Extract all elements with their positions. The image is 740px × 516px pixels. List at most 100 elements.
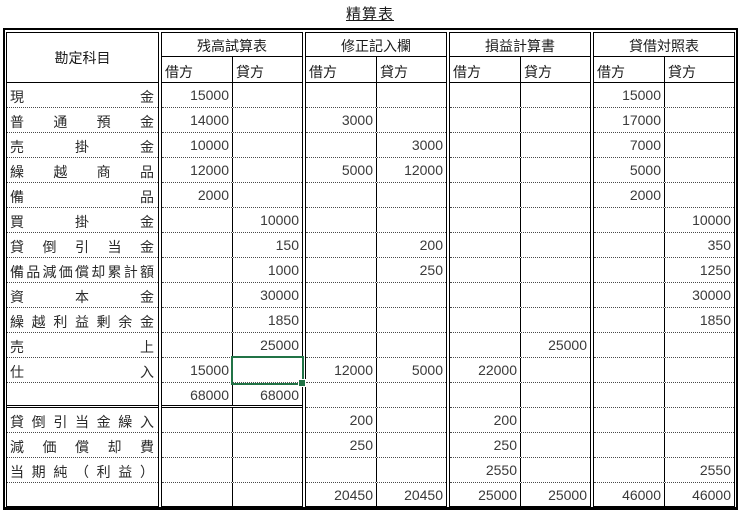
cell-credit[interactable]: 25000 [548, 487, 587, 503]
account-label[interactable]: 当期純（利益） [10, 464, 154, 480]
cell-debit[interactable] [162, 283, 233, 307]
section-balance-sheet-header[interactable]: 貸借対照表 [594, 33, 734, 57]
cell-debit[interactable] [162, 433, 233, 457]
cell-credit[interactable]: 30000 [260, 287, 299, 303]
cell-debit[interactable] [162, 208, 233, 232]
cell-credit[interactable]: 30000 [692, 287, 731, 303]
cell-debit[interactable] [162, 308, 233, 332]
cell-debit[interactable] [450, 83, 521, 107]
fill-handle[interactable] [298, 379, 306, 387]
cell-credit[interactable] [665, 108, 734, 132]
cell-credit[interactable] [521, 158, 590, 182]
cell-credit[interactable] [377, 208, 446, 232]
adjustments-credit-header[interactable]: 貸方 [380, 64, 408, 80]
cell-credit[interactable] [521, 358, 590, 382]
cell-credit[interactable]: 25000 [548, 337, 587, 353]
cell-debit[interactable] [450, 208, 521, 232]
cell-credit[interactable]: 250 [419, 262, 443, 278]
cell-credit[interactable]: 20450 [404, 487, 443, 503]
cell-debit[interactable] [450, 233, 521, 257]
cell-credit[interactable] [233, 133, 302, 157]
cell-debit[interactable] [450, 258, 521, 282]
cell-debit[interactable] [450, 383, 521, 407]
cell-credit[interactable] [665, 158, 734, 182]
cell-credit[interactable] [665, 333, 734, 357]
cell-debit[interactable]: 2550 [450, 458, 521, 482]
account-label[interactable]: 売上 [10, 339, 154, 355]
section-income-statement-header[interactable]: 損益計算書 [450, 33, 590, 57]
cell-credit[interactable] [377, 458, 446, 482]
cell-credit[interactable] [521, 183, 590, 207]
account-label[interactable]: 備品減価償却累計額 [10, 264, 154, 280]
cell-credit[interactable] [377, 83, 446, 107]
cell-debit[interactable] [594, 433, 665, 457]
trial-balance-credit-header[interactable]: 貸方 [236, 64, 264, 80]
account-label[interactable]: 資本金 [10, 289, 154, 305]
cell-debit[interactable] [162, 483, 233, 508]
account-label[interactable]: 買掛金 [10, 214, 154, 230]
balance-sheet-debit-header[interactable]: 借方 [594, 57, 665, 82]
account-label[interactable]: 備品 [10, 189, 154, 205]
account-label[interactable]: 減価償却費 [10, 439, 154, 455]
account-label[interactable]: 貸倒引当金繰入 [10, 414, 154, 430]
cell-debit[interactable] [162, 333, 233, 357]
cell-credit[interactable]: 12000 [404, 162, 443, 178]
cell-debit[interactable] [450, 283, 521, 307]
cell-debit[interactable] [594, 308, 665, 332]
account-label[interactable]: 現金 [10, 89, 154, 105]
cell-credit[interactable]: 25000 [260, 337, 299, 353]
cell-debit[interactable]: 7000 [594, 133, 665, 157]
cell-debit[interactable]: 250 [450, 433, 521, 457]
section-trial-balance-header[interactable]: 残高試算表 [162, 33, 302, 57]
cell-credit[interactable] [521, 283, 590, 307]
cell-debit[interactable]: 22000 [450, 358, 521, 382]
cell-credit[interactable] [233, 83, 302, 107]
cell-credit[interactable]: 10000 [692, 212, 731, 228]
cell-credit[interactable] [521, 383, 590, 407]
cell-credit[interactable]: 1850 [267, 312, 299, 328]
cell-debit[interactable] [306, 83, 377, 107]
cell-debit[interactable]: 250 [306, 433, 377, 457]
cell-credit[interactable] [377, 383, 446, 407]
account-label[interactable] [7, 483, 158, 508]
cell-debit[interactable] [162, 258, 233, 282]
cell-credit[interactable] [665, 383, 734, 407]
cell-debit[interactable] [162, 458, 233, 482]
cell-debit[interactable] [306, 383, 377, 407]
cell-debit[interactable] [450, 183, 521, 207]
cell-debit[interactable] [594, 358, 665, 382]
cell-credit[interactable] [521, 408, 590, 432]
trial-balance-debit-header[interactable]: 借方 [162, 57, 233, 82]
cell-credit[interactable]: 1000 [267, 262, 299, 278]
cell-debit[interactable] [594, 383, 665, 407]
income-statement-debit-header[interactable]: 借方 [450, 57, 521, 82]
cell-debit[interactable]: 10000 [162, 133, 233, 157]
cell-credit[interactable]: 150 [275, 237, 299, 253]
account-label[interactable]: 繰越利益剰余金 [10, 314, 154, 330]
account-header-cell[interactable]: 勘定科目 [7, 33, 158, 83]
cell-debit[interactable]: 15000 [162, 83, 233, 107]
cell-credit[interactable] [521, 108, 590, 132]
cell-credit[interactable] [377, 283, 446, 307]
account-label[interactable]: 繰越商品 [10, 164, 154, 180]
cell-debit[interactable]: 17000 [594, 108, 665, 132]
cell-credit[interactable] [377, 408, 446, 432]
cell-debit[interactable] [450, 308, 521, 332]
cell-credit[interactable] [233, 483, 302, 508]
cell-credit[interactable] [521, 458, 590, 482]
cell-credit[interactable] [665, 433, 734, 457]
cell-credit[interactable] [377, 308, 446, 332]
cell-debit[interactable] [594, 233, 665, 257]
cell-credit[interactable] [665, 83, 734, 107]
balance-sheet-credit-header[interactable]: 貸方 [668, 64, 696, 80]
cell-debit[interactable] [162, 233, 233, 257]
account-label[interactable]: 仕入 [10, 364, 154, 380]
account-label[interactable] [7, 383, 158, 405]
income-statement-credit-header[interactable]: 貸方 [524, 64, 552, 80]
cell-debit[interactable] [594, 258, 665, 282]
cell-debit[interactable]: 15000 [594, 83, 665, 107]
cell-credit[interactable] [665, 133, 734, 157]
cell-credit[interactable] [665, 408, 734, 432]
account-label[interactable]: 売掛金 [10, 139, 154, 155]
section-adjustments-header[interactable]: 修正記入欄 [306, 33, 446, 57]
